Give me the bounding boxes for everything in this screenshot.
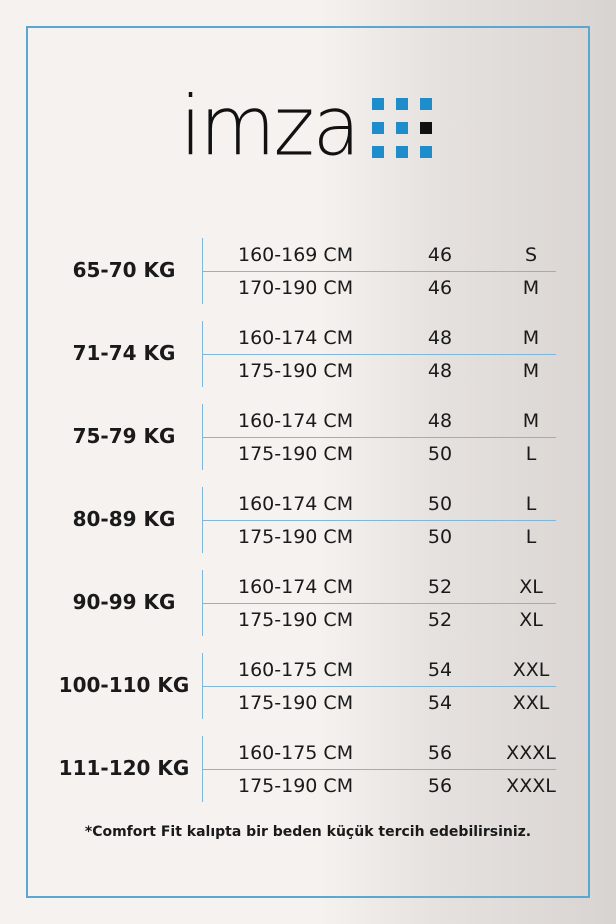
height-range: 175-190 CM bbox=[238, 609, 354, 631]
size-letter: L bbox=[525, 443, 537, 465]
border-frame bbox=[26, 26, 590, 898]
size-number: 52 bbox=[427, 576, 453, 598]
size-number: 50 bbox=[427, 443, 453, 465]
table-row: 175-190 CM 56 XXXL bbox=[0, 769, 616, 802]
table-row: 160-175 CM 54 XXL bbox=[0, 653, 616, 686]
size-group: 65-70 KG 160-169 CM 46 S 170-190 CM 46 M bbox=[0, 238, 616, 304]
size-letter: M bbox=[522, 327, 540, 349]
height-range: 175-190 CM bbox=[238, 692, 354, 714]
divider bbox=[202, 520, 556, 521]
height-range: 170-190 CM bbox=[238, 277, 354, 299]
weight-label: 71-74 KG bbox=[72, 341, 176, 365]
height-range: 160-174 CM bbox=[238, 493, 354, 515]
logo-grid-icon bbox=[372, 98, 433, 158]
size-letter: M bbox=[522, 410, 540, 432]
size-letter: XL bbox=[519, 576, 543, 598]
size-letter: L bbox=[525, 493, 537, 515]
table-row: 160-174 CM 48 M bbox=[0, 321, 616, 354]
height-range: 160-175 CM bbox=[238, 742, 354, 764]
divider bbox=[202, 603, 556, 604]
weight-label: 90-99 KG bbox=[72, 590, 176, 614]
divider bbox=[202, 271, 556, 272]
size-group: 75-79 KG 160-174 CM 48 M 175-190 CM 50 L bbox=[0, 404, 616, 470]
size-group: 90-99 KG 160-174 CM 52 XL 175-190 CM 52 … bbox=[0, 570, 616, 636]
height-range: 175-190 CM bbox=[238, 526, 354, 548]
size-letter: XXL bbox=[512, 692, 550, 714]
table-row: 175-190 CM 54 XXL bbox=[0, 686, 616, 719]
weight-label: 80-89 KG bbox=[72, 507, 176, 531]
height-range: 175-190 CM bbox=[238, 775, 354, 797]
table-row: 160-174 CM 52 XL bbox=[0, 570, 616, 603]
size-letter: M bbox=[522, 360, 540, 382]
table-row: 175-190 CM 50 L bbox=[0, 437, 616, 470]
table-row: 160-174 CM 48 M bbox=[0, 404, 616, 437]
weight-label: 75-79 KG bbox=[72, 424, 176, 448]
height-range: 175-190 CM bbox=[238, 443, 354, 465]
size-number: 54 bbox=[427, 659, 453, 681]
weight-label: 111-120 KG bbox=[58, 756, 190, 780]
size-group: 80-89 KG 160-174 CM 50 L 175-190 CM 50 L bbox=[0, 487, 616, 553]
fit-note: *Comfort Fit kalıpta bir beden küçük ter… bbox=[84, 824, 532, 840]
height-range: 160-174 CM bbox=[238, 327, 354, 349]
divider bbox=[202, 769, 556, 770]
table-row: 160-169 CM 46 S bbox=[0, 238, 616, 271]
height-range: 175-190 CM bbox=[238, 360, 354, 382]
size-group: 71-74 KG 160-174 CM 48 M 175-190 CM 48 M bbox=[0, 321, 616, 387]
size-letter: XXXL bbox=[506, 742, 556, 764]
table-row: 160-175 CM 56 XXXL bbox=[0, 736, 616, 769]
size-letter: S bbox=[524, 244, 538, 266]
height-range: 160-169 CM bbox=[238, 244, 354, 266]
size-number: 56 bbox=[427, 775, 453, 797]
height-range: 160-174 CM bbox=[238, 410, 354, 432]
divider bbox=[202, 437, 556, 438]
divider bbox=[202, 686, 556, 687]
size-number: 48 bbox=[427, 410, 453, 432]
size-group: 100-110 KG 160-175 CM 54 XXL 175-190 CM … bbox=[0, 653, 616, 719]
size-letter: M bbox=[522, 277, 540, 299]
size-number: 48 bbox=[427, 327, 453, 349]
logo-text: imza bbox=[180, 79, 360, 175]
size-number: 50 bbox=[427, 526, 453, 548]
size-number: 52 bbox=[427, 609, 453, 631]
table-row: 160-174 CM 50 L bbox=[0, 487, 616, 520]
size-number: 46 bbox=[427, 244, 453, 266]
brand-logo: imza bbox=[180, 79, 433, 175]
table-row: 175-190 CM 48 M bbox=[0, 354, 616, 387]
size-group: 111-120 KG 160-175 CM 56 XXXL 175-190 CM… bbox=[0, 736, 616, 802]
table-row: 175-190 CM 50 L bbox=[0, 520, 616, 553]
model-photo-background bbox=[316, 0, 616, 924]
size-number: 46 bbox=[427, 277, 453, 299]
size-number: 56 bbox=[427, 742, 453, 764]
size-letter: XXL bbox=[512, 659, 550, 681]
weight-label: 65-70 KG bbox=[72, 258, 176, 282]
table-row: 175-190 CM 52 XL bbox=[0, 603, 616, 636]
height-range: 160-174 CM bbox=[238, 576, 354, 598]
weight-label: 100-110 KG bbox=[58, 673, 190, 697]
size-number: 48 bbox=[427, 360, 453, 382]
divider bbox=[202, 354, 556, 355]
table-row: 170-190 CM 46 M bbox=[0, 271, 616, 304]
size-number: 50 bbox=[427, 493, 453, 515]
size-letter: L bbox=[525, 526, 537, 548]
size-number: 54 bbox=[427, 692, 453, 714]
height-range: 160-175 CM bbox=[238, 659, 354, 681]
size-letter: XXXL bbox=[506, 775, 556, 797]
size-letter: XL bbox=[519, 609, 543, 631]
